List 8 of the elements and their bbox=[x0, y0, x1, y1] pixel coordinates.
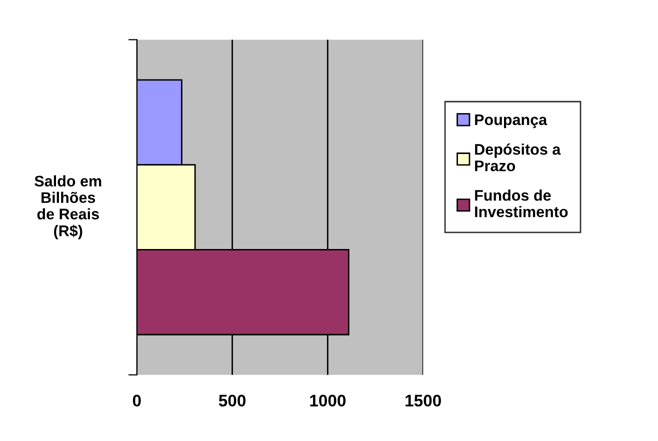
x-tick-label: 0 bbox=[132, 394, 141, 407]
y-axis-title: Saldo em Bilhões de Reais (R$) bbox=[34, 175, 102, 240]
x-tick-label: 1500 bbox=[406, 394, 441, 407]
legend-label: Depósitos a Prazo bbox=[475, 143, 561, 172]
x-tick-label: 500 bbox=[218, 394, 246, 407]
legend-label: Fundos de Investimento bbox=[475, 190, 568, 218]
legend-label: Poupança bbox=[475, 114, 548, 128]
x-tick-label: 1000 bbox=[310, 394, 346, 407]
